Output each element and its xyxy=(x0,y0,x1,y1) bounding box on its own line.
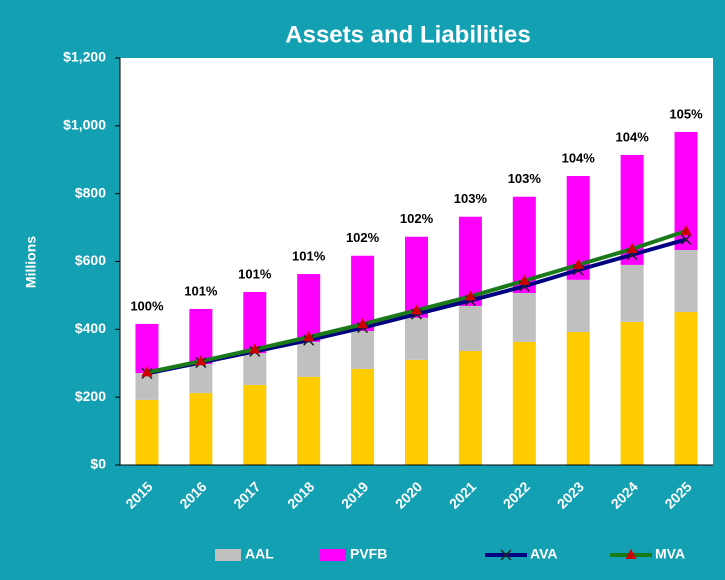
legend-label: PVFB xyxy=(350,546,387,562)
bar-segment xyxy=(674,249,698,313)
y-tick-label: $400 xyxy=(75,320,106,336)
bar-segment xyxy=(297,376,321,465)
bar-segment xyxy=(566,279,590,333)
bar-segment xyxy=(405,359,428,465)
y-tick-label: $0 xyxy=(90,456,106,472)
bar-segment xyxy=(189,393,213,465)
bar-label: 105% xyxy=(669,106,703,121)
bar-label: 104% xyxy=(616,129,650,144)
bar-segment xyxy=(512,341,536,465)
bar-segment xyxy=(351,369,375,465)
bar-segment xyxy=(512,196,536,294)
chart-title: Assets and Liabilities xyxy=(285,21,530,48)
bar-label: 103% xyxy=(508,171,542,186)
bar-segment xyxy=(297,274,321,342)
bar-label: 101% xyxy=(292,248,326,263)
bar-segment xyxy=(405,236,428,318)
bar-segment xyxy=(135,373,159,400)
bar-label: 103% xyxy=(454,191,488,206)
line-marker xyxy=(303,331,315,342)
bar-label: 101% xyxy=(184,283,218,298)
bar-segment xyxy=(243,353,267,385)
bar-segment xyxy=(243,384,267,465)
line-marker xyxy=(357,318,369,329)
bar-segment xyxy=(620,321,644,465)
bar-segment xyxy=(351,331,375,370)
bar-segment xyxy=(674,312,698,465)
bar-segment xyxy=(189,363,213,394)
line-marker xyxy=(141,366,153,377)
bar-segment xyxy=(297,341,321,377)
line-marker xyxy=(572,258,584,269)
bar-segment xyxy=(458,216,482,306)
bar-segment xyxy=(405,317,428,360)
bar-segment xyxy=(566,176,590,280)
bar-segment xyxy=(189,308,213,364)
bar-segment xyxy=(620,155,644,265)
bar-label: 100% xyxy=(130,298,164,313)
bar-segment xyxy=(458,351,482,465)
bar-segment xyxy=(243,292,267,354)
line-marker xyxy=(680,233,692,245)
y-tick-label: $1,200 xyxy=(63,49,106,65)
bar-label: 104% xyxy=(562,150,596,165)
line-marker xyxy=(249,343,261,354)
bar-segment xyxy=(512,293,536,342)
legend-swatch xyxy=(215,549,241,561)
bar-segment xyxy=(620,264,644,322)
bar-segment xyxy=(135,323,159,374)
y-tick-label: $200 xyxy=(75,388,106,404)
line-marker xyxy=(680,224,692,235)
line-marker xyxy=(195,355,207,366)
legend-marker xyxy=(625,549,637,559)
line-marker xyxy=(626,242,638,253)
bar-segment xyxy=(135,399,159,465)
legend-label: AVA xyxy=(530,546,557,562)
legend-label: MVA xyxy=(655,546,685,562)
legend-label: AAL xyxy=(245,546,274,562)
bar-label: 102% xyxy=(346,230,380,245)
legend-swatch xyxy=(320,549,346,561)
bar-segment xyxy=(674,131,698,250)
bar-label: 102% xyxy=(400,211,434,226)
line-marker xyxy=(518,274,530,285)
bar-segment xyxy=(566,332,590,465)
line-marker xyxy=(411,304,422,315)
bar-segment xyxy=(458,305,482,352)
y-axis-label: Millions xyxy=(23,236,39,288)
y-tick-label: $800 xyxy=(75,184,106,200)
y-tick-label: $600 xyxy=(75,252,106,268)
y-tick-label: $1,000 xyxy=(63,117,106,133)
bar-label: 101% xyxy=(238,266,272,281)
line-marker xyxy=(464,290,476,301)
bar-segment xyxy=(351,255,375,332)
legend-marker xyxy=(500,549,512,561)
